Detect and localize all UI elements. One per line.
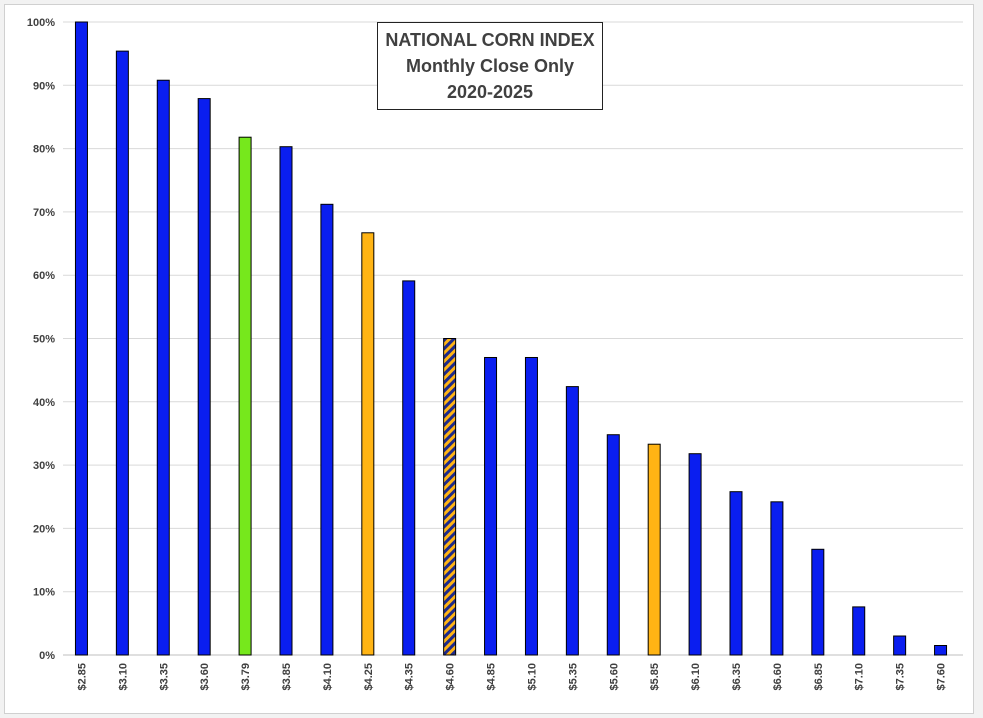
x-tick-label: $4.10 [322, 663, 334, 691]
chart-title-line-1: NATIONAL CORN INDEX [385, 30, 595, 50]
x-tick-label: $7.10 [854, 663, 866, 691]
x-tick-label: $3.85 [281, 663, 293, 691]
x-tick-label: $5.60 [608, 663, 620, 691]
x-tick-label: $6.85 [813, 663, 825, 691]
bar-3-35 [156, 79, 170, 656]
y-tick-label: 20% [33, 523, 55, 535]
bar-chart: 0%10%20%30%40%50%60%70%80%90%100% $2.85 $… [27, 17, 963, 691]
bar-4-60 [443, 338, 457, 656]
bar-6-60 [770, 501, 784, 656]
y-tick-label: 10% [33, 587, 55, 599]
x-axis-tick-labels: $2.85 $3.10 $3.35 $3.60 $3.79 $3.85 $4.10 $4.25… [76, 663, 947, 691]
x-tick-label: $5.10 [526, 663, 538, 691]
x-tick-label: $5.85 [649, 663, 661, 691]
bar-3-60 [197, 98, 211, 656]
bar-5-35 [565, 386, 579, 656]
x-tick-label: $7.60 [936, 663, 948, 691]
chart-title-line-3: 2020-2025 [446, 82, 534, 102]
y-tick-label: 60% [33, 270, 55, 282]
bar-7-60 [934, 645, 948, 656]
bar-7-10 [852, 606, 866, 656]
y-tick-label: 30% [33, 460, 55, 472]
y-tick-label: 100% [27, 17, 55, 29]
bar-4-10 [320, 203, 334, 656]
gridlines [63, 21, 963, 656]
y-axis-tick-labels: 0% 10% 20% 30% 40% 50% 60% 70% 80% 90% 100% [27, 17, 55, 662]
bar-7-35 [893, 635, 907, 656]
y-tick-label: 50% [33, 334, 55, 346]
y-tick-label: 40% [33, 397, 55, 409]
chart-title-line-2: Monthly Close Only [405, 56, 574, 76]
y-tick-label: 90% [33, 80, 55, 92]
x-tick-label: $6.60 [772, 663, 784, 691]
bar-5-10 [524, 356, 538, 656]
chart-frame: 0% 10% 20% 30% 40% 50% 60% 70% 80% 90% 100% $2.85 $… [4, 4, 974, 714]
x-tick-label: $3.79 [240, 663, 252, 691]
x-tick-label: $7.35 [895, 663, 907, 691]
bar-4-85 [484, 356, 498, 656]
x-tick-label: $4.60 [445, 663, 457, 691]
bar-6-10 [688, 453, 702, 656]
x-tick-label: $6.10 [690, 663, 702, 691]
x-tick-label: $4.85 [486, 663, 498, 691]
y-tick-label: 0% [39, 650, 55, 662]
bar-4-25 [361, 232, 375, 656]
bar-5-60 [606, 434, 620, 656]
bar-2-85 [74, 21, 88, 656]
x-tick-label: $5.35 [567, 663, 579, 691]
x-tick-label: $3.60 [199, 663, 211, 691]
bar-3-85 [279, 146, 293, 656]
bar-3-10 [115, 50, 129, 656]
bar-6-35 [729, 491, 743, 656]
bar-6-85 [811, 548, 825, 656]
bar-5-85 [647, 443, 661, 656]
chart-title-box: NATIONAL CORN INDEX Monthly Close Only 2… [377, 22, 603, 110]
y-tick-label: 70% [33, 207, 55, 219]
x-tick-label: $4.35 [404, 663, 416, 691]
x-tick-label: $6.35 [731, 663, 743, 691]
bar-4-35 [402, 280, 416, 656]
bars [74, 21, 948, 656]
y-tick-label: 80% [33, 144, 55, 156]
x-tick-label: $4.25 [363, 663, 375, 691]
x-tick-label: $3.35 [158, 663, 170, 691]
bar-3-79 [238, 136, 252, 656]
x-tick-label: $3.10 [117, 663, 129, 691]
x-tick-label: $2.85 [76, 663, 88, 691]
